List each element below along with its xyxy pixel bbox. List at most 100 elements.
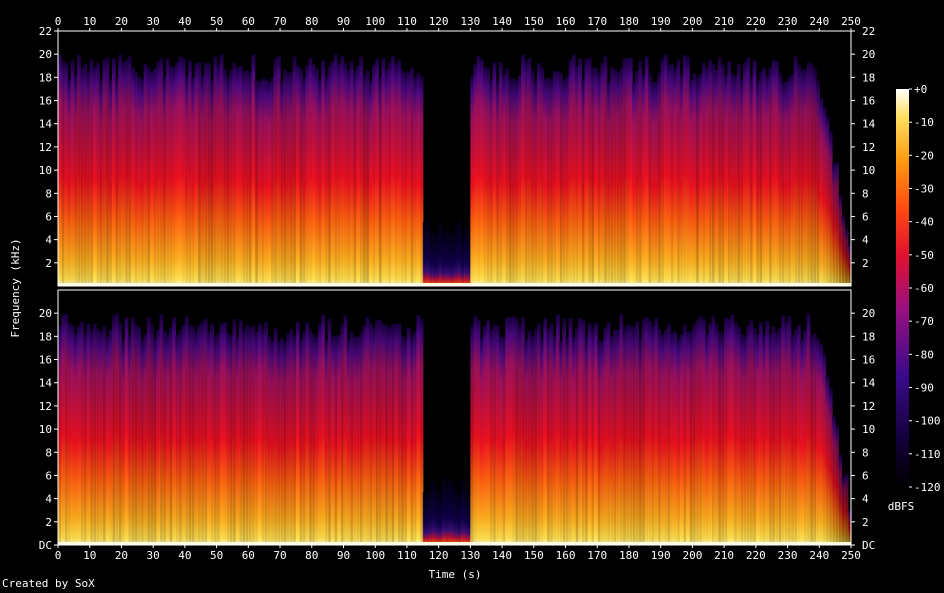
x-tick-label: 20 xyxy=(115,15,128,28)
spectrum-column xyxy=(464,485,468,545)
spectrum-column xyxy=(83,63,88,286)
spectrum-column xyxy=(705,67,709,286)
spectrum-column xyxy=(99,80,104,286)
x-tick-label: 60 xyxy=(242,15,255,28)
spectrum-column xyxy=(102,59,107,286)
spectrum-column xyxy=(200,321,205,545)
x-tick-label: 50 xyxy=(210,15,223,28)
colorbar-label: dBFS xyxy=(888,500,915,513)
spectrum-column xyxy=(188,325,192,545)
spectrum-column xyxy=(568,318,573,545)
spectrum-column xyxy=(410,67,414,286)
channel-panel-1 xyxy=(57,30,852,287)
y-tick-label: DC xyxy=(39,539,52,552)
spectrum-column xyxy=(270,77,275,286)
spectrum-column xyxy=(134,71,138,287)
y-tick-label: 18 xyxy=(39,330,52,343)
spectrum-column xyxy=(321,314,326,545)
spectrum-column xyxy=(289,328,294,545)
spectrum-column xyxy=(305,322,310,545)
spectrum-column xyxy=(575,66,579,286)
spectrum-column xyxy=(257,323,262,545)
spectrum-column xyxy=(556,314,560,545)
spectrum-column xyxy=(565,76,570,287)
spectrum-column xyxy=(489,79,494,286)
spectrum-column xyxy=(587,57,592,286)
x-tick-labels-top: 0 10 20 30 40 50 60 70 80 90 100 110 120 130 140 150 160… xyxy=(55,15,861,31)
spectrum-column xyxy=(476,55,481,286)
spectrum-column xyxy=(416,73,421,286)
x-tick-label: 40 xyxy=(178,15,191,28)
spectrum-column xyxy=(667,323,671,545)
x-tick-label: 160 xyxy=(556,15,576,28)
spectrum-column xyxy=(771,326,776,545)
spectrum-column xyxy=(181,58,186,287)
y-tick-label: 6 xyxy=(862,210,869,223)
spectrum-column xyxy=(790,335,795,545)
spectrum-column xyxy=(140,339,145,545)
spectrum-column xyxy=(559,73,563,286)
spectrum-column xyxy=(692,73,697,286)
spectrum-column xyxy=(708,323,713,545)
spectrum-column xyxy=(644,317,649,545)
spectrum-column xyxy=(682,55,687,286)
spectrum-column xyxy=(422,221,427,286)
spectrum-column xyxy=(149,324,154,545)
spectrum-column xyxy=(816,80,820,286)
spectrum-column xyxy=(603,327,608,545)
spectrum-column xyxy=(524,338,529,545)
spectrum-column xyxy=(292,334,297,545)
spectrum-column xyxy=(720,334,725,545)
spectrum-column xyxy=(809,335,814,545)
spectrum-column xyxy=(495,81,500,286)
spectrum-column xyxy=(343,315,348,545)
spectrum-column xyxy=(137,76,142,286)
x-tick-label: 70 xyxy=(273,549,286,562)
spectrum-column xyxy=(172,66,176,287)
spectrum-column xyxy=(778,328,782,545)
spectrum-column xyxy=(327,65,332,286)
spectrum-column xyxy=(584,337,589,545)
spectrum-column xyxy=(314,337,319,545)
x-tick-label: 180 xyxy=(619,549,639,562)
spectrum-column xyxy=(58,326,62,545)
spectrum-column xyxy=(663,329,668,545)
spectrum-column xyxy=(581,319,586,545)
spectrum-column xyxy=(226,76,230,286)
spectrum-column xyxy=(581,79,586,286)
spectrum-column xyxy=(784,321,789,545)
spectrum-column xyxy=(251,325,256,545)
colorbar-tick-label: -30 xyxy=(914,183,934,196)
spectrum-column xyxy=(327,318,332,545)
spectrum-column xyxy=(178,56,183,286)
spectrum-column xyxy=(203,62,208,287)
y-tick-label: 16 xyxy=(862,354,875,367)
spectrum-column xyxy=(419,76,424,286)
spectrum-column xyxy=(200,75,205,286)
x-tick-label: 20 xyxy=(115,549,128,562)
spectrum-column xyxy=(692,324,697,545)
spectrum-column xyxy=(543,318,548,545)
spectrum-column xyxy=(759,71,763,286)
x-tick-label: 110 xyxy=(397,549,417,562)
spectrum-column xyxy=(115,77,119,287)
spectrum-column xyxy=(67,79,72,287)
dc-band xyxy=(58,542,851,545)
spectrum-column xyxy=(273,328,278,545)
spectrum-column xyxy=(768,67,773,286)
spectrum-column xyxy=(232,63,237,287)
spectrum-column xyxy=(381,323,386,545)
spectrum-column xyxy=(644,56,649,287)
spectrum-column xyxy=(108,79,113,287)
y-tick-label: 12 xyxy=(862,141,875,154)
spectrum-column xyxy=(784,81,789,287)
spectrum-column xyxy=(130,316,135,545)
spectrum-column xyxy=(797,64,801,286)
spectrum-column xyxy=(378,76,383,286)
spectrum-column xyxy=(514,317,519,545)
spectrum-column xyxy=(232,319,237,545)
y-tick-label: 2 xyxy=(45,516,52,529)
y-tick-label: 14 xyxy=(39,377,53,390)
spectrum-column xyxy=(457,492,462,545)
